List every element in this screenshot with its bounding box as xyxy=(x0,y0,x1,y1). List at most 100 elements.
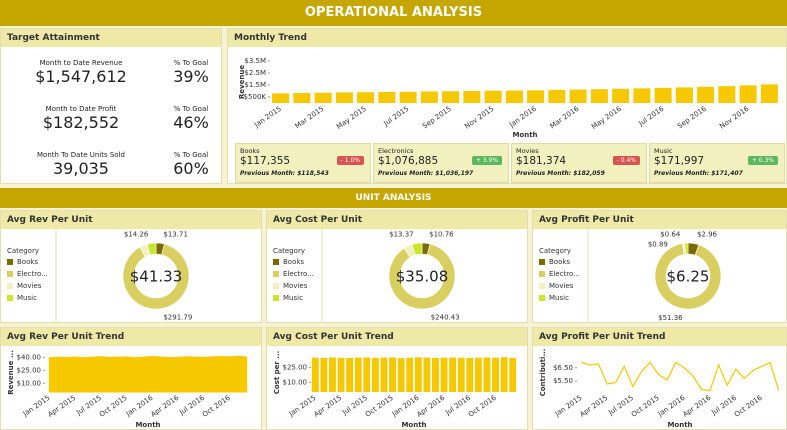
bar xyxy=(320,357,328,392)
legend-label: Music xyxy=(549,294,569,302)
bar xyxy=(463,91,481,103)
monthly-panel: Monthly Trend $500K $1.5M $2.5M $3.5M Revenu… xyxy=(227,28,787,184)
x-tick-label: Nov 2016 xyxy=(718,104,751,130)
bar xyxy=(442,91,460,103)
donut-segment xyxy=(411,242,423,256)
bar xyxy=(440,357,448,392)
x-tick-label: Mar 2015 xyxy=(294,105,326,131)
bar xyxy=(420,91,438,103)
bar xyxy=(406,357,414,392)
legend-swatch xyxy=(539,295,545,301)
previous-month: Previous Month: $1,036,197 xyxy=(378,170,474,177)
x-tick-label: May 2016 xyxy=(590,104,623,131)
bar xyxy=(389,357,396,392)
legend-label: Music xyxy=(17,294,37,302)
legend-swatch xyxy=(7,271,13,277)
legend-swatch xyxy=(273,271,279,277)
y-tick-label: $10.00 xyxy=(283,378,308,386)
bar xyxy=(272,93,290,103)
legend-swatch xyxy=(539,271,545,277)
center-label: $6.25 xyxy=(667,268,710,286)
bar xyxy=(337,357,345,392)
target-panel: Target Attainment Month to Date Revenue $… xyxy=(0,28,222,184)
data-label: $2.96 xyxy=(697,231,718,239)
x-tick-label: Sep 2016 xyxy=(676,104,708,130)
legend-swatch xyxy=(7,259,13,265)
y-tick-label: $2.5M xyxy=(244,69,266,77)
y-tick-label: $25.00 xyxy=(283,364,308,372)
change-badge: + 3.9% xyxy=(471,156,502,165)
x-tick-label: Jul 2016 xyxy=(637,104,666,128)
legend-label: Movies xyxy=(549,282,574,290)
bar xyxy=(293,93,311,103)
goal-value: 60% xyxy=(173,159,209,178)
legend-label: Electro... xyxy=(549,270,580,278)
bar xyxy=(612,88,630,103)
bar xyxy=(697,86,715,103)
previous-month: Previous Month: $171,407 xyxy=(654,170,743,177)
legend-title: Category xyxy=(7,247,39,255)
donut-panel: Avg Rev Per Unit Category Books Electro... M… xyxy=(0,210,262,323)
legend-swatch xyxy=(539,259,545,265)
change-badge: - 0.4% xyxy=(612,156,640,165)
donut-panel: Avg Cost Per Unit Category Books Electro...… xyxy=(266,210,528,323)
donut-segment xyxy=(388,243,456,310)
legend-label: Electro... xyxy=(283,270,314,278)
legend-label: Music xyxy=(283,294,303,302)
y-tick-label: $40.00 xyxy=(17,353,42,361)
card-value: $117,355 xyxy=(240,155,291,167)
x-tick-label: Oct 2015 xyxy=(630,394,661,419)
bar xyxy=(363,357,371,392)
bar xyxy=(548,89,566,103)
previous-month: Previous Month: $118,543 xyxy=(240,170,329,177)
trend-panel: Avg Profit Per Unit Trend $5.50 $6.50 Contr… xyxy=(532,327,787,430)
change-badge: - 1.0% xyxy=(336,156,364,165)
card-name: Books xyxy=(240,147,260,155)
panel-title: Avg Profit Per Unit Trend xyxy=(533,328,786,346)
bar xyxy=(760,84,778,103)
card-name: Electronics xyxy=(378,147,414,155)
bar xyxy=(484,90,502,103)
y-tick-label: $6.50 xyxy=(553,364,573,372)
data-label: $51.36 xyxy=(658,314,683,322)
y-tick-label: $5.50 xyxy=(553,377,573,385)
kpi-value: $182,552 xyxy=(42,113,120,132)
legend-title: Category xyxy=(273,247,305,255)
bar xyxy=(633,88,651,103)
donut-segment xyxy=(654,243,722,310)
line xyxy=(581,361,780,392)
legend-label: Books xyxy=(549,258,570,266)
goal-value: 46% xyxy=(173,113,209,132)
bar xyxy=(590,89,608,103)
panel-title: Avg Rev Per Unit xyxy=(1,211,261,229)
bar xyxy=(509,357,517,392)
y-axis-label: Revenue ... xyxy=(7,350,15,395)
change-badge: + 0.3% xyxy=(747,156,778,165)
bar xyxy=(397,358,405,392)
x-tick-label: Apr 2015 xyxy=(578,394,609,419)
legend-label: Books xyxy=(17,258,38,266)
donut-segment xyxy=(146,242,157,256)
bar xyxy=(505,90,523,103)
bar xyxy=(335,92,353,103)
legend-swatch xyxy=(273,283,279,289)
x-tick-label: Sep 2015 xyxy=(421,105,453,131)
legend-swatch xyxy=(539,283,545,289)
bar xyxy=(483,357,491,392)
bar xyxy=(329,357,336,392)
chart: Category Books Electro... Movies Music $2.96 $… xyxy=(539,229,722,322)
kpi-label: Month to Date Revenue xyxy=(39,59,123,67)
x-tick-label: Jan 2016 xyxy=(507,104,538,129)
x-tick-label: Mar 2016 xyxy=(549,104,581,130)
y-tick-label: $500K xyxy=(244,93,267,101)
card-value: $1,076,885 xyxy=(378,155,439,167)
y-tick-label: $25.00 xyxy=(17,366,42,374)
x-tick-label: Oct 2015 xyxy=(98,394,129,419)
bar xyxy=(354,357,362,392)
goal-label: % To Goal xyxy=(173,105,209,113)
data-label: $0.64 xyxy=(660,230,681,238)
